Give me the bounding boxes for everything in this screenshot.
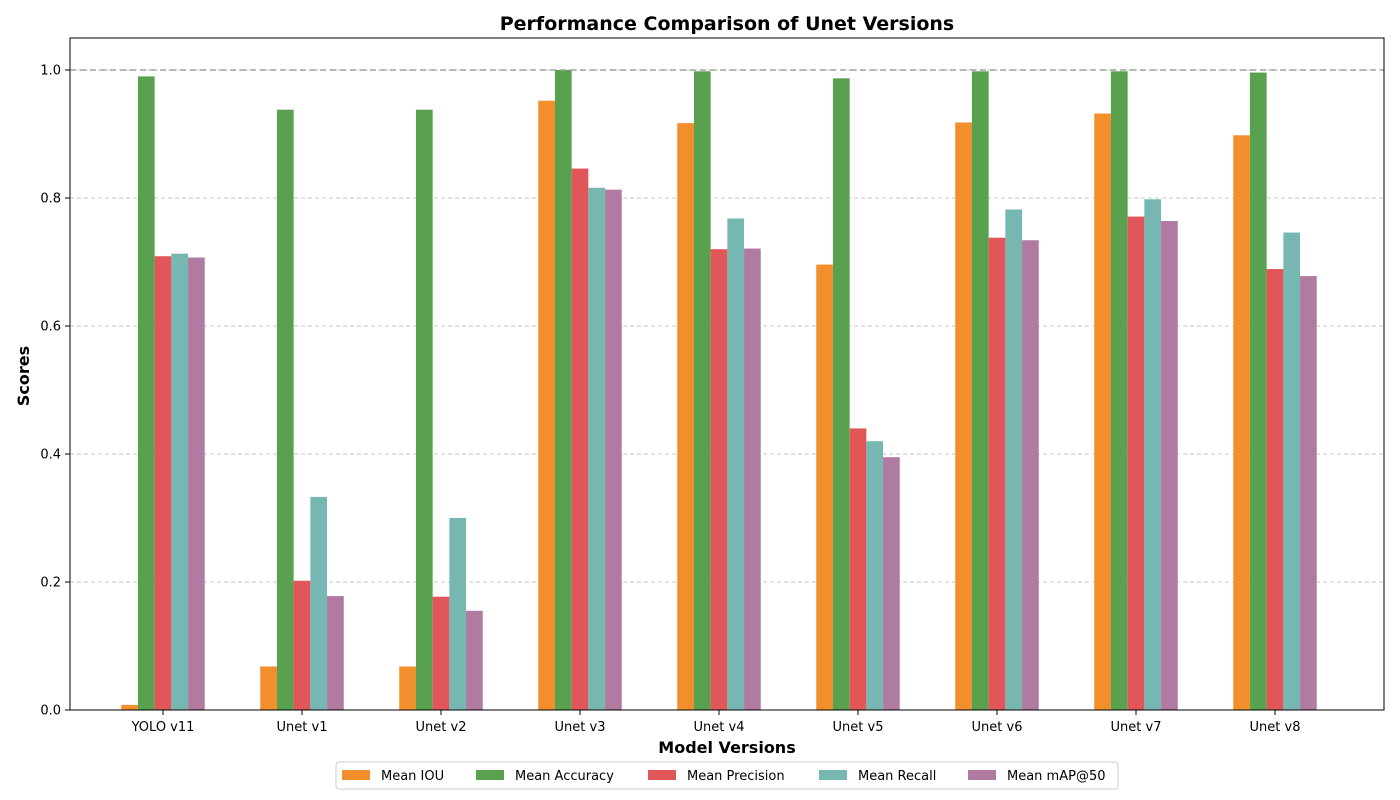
- bar: [327, 596, 344, 710]
- bar: [399, 666, 416, 710]
- x-tick-label: Unet v2: [416, 720, 467, 735]
- bar: [293, 580, 311, 710]
- bar: [971, 71, 989, 710]
- bar: [1300, 276, 1317, 710]
- plot-frame: [69, 37, 1385, 711]
- bar: [849, 428, 867, 710]
- bar: [432, 596, 450, 710]
- bar: [1283, 232, 1301, 710]
- bar: [121, 704, 138, 710]
- x-tick-label: Unet v8: [1250, 720, 1301, 735]
- legend-swatch: [648, 770, 676, 780]
- bar: [866, 441, 884, 710]
- legend-label: Mean Accuracy: [515, 769, 614, 784]
- legend-label: Mean Recall: [858, 769, 936, 784]
- bar: [677, 123, 694, 711]
- legend-item: Mean Accuracy: [476, 769, 614, 784]
- bar: [1022, 240, 1039, 711]
- y-tick-label: 0.4: [40, 448, 61, 463]
- legend-swatch: [968, 770, 996, 780]
- x-tick-label: Unet v1: [277, 720, 328, 735]
- bar: [1127, 216, 1145, 710]
- bar: [1249, 72, 1267, 710]
- x-axis-title: Model Versions: [658, 738, 795, 757]
- y-tick-label: 0.0: [40, 704, 61, 719]
- y-axis-title: Scores: [14, 346, 33, 406]
- bar: [988, 237, 1006, 710]
- legend-item: Mean mAP@50: [968, 769, 1106, 784]
- bar: [710, 249, 728, 710]
- bar: [1266, 269, 1284, 710]
- bar: [1144, 199, 1162, 710]
- bar: [727, 218, 745, 711]
- x-tick-label: Unet v4: [694, 720, 745, 735]
- bar: [260, 666, 277, 710]
- bar: [744, 248, 761, 710]
- legend-swatch: [476, 770, 504, 780]
- bar: [1233, 135, 1250, 710]
- legend-swatch: [819, 770, 847, 780]
- bar: [171, 253, 189, 710]
- x-tick-label: Unet v5: [833, 720, 884, 735]
- bar: [466, 610, 483, 710]
- y-tick-label: 0.2: [40, 576, 61, 591]
- bar: [955, 122, 972, 711]
- x-tick-label: Unet v6: [972, 720, 1023, 735]
- bar: [188, 257, 205, 710]
- y-tick-label: 0.6: [40, 320, 61, 335]
- legend-label: Mean mAP@50: [1007, 769, 1106, 784]
- bar: [571, 168, 589, 710]
- bar: [816, 264, 833, 710]
- bar: [415, 109, 433, 711]
- x-tick-label: YOLO v11: [131, 720, 195, 735]
- legend-box: [335, 761, 1119, 790]
- legend-item: Mean Recall: [819, 769, 936, 784]
- legend-label: Mean Precision: [687, 769, 785, 784]
- bar: [538, 100, 555, 711]
- bar: [1094, 113, 1111, 710]
- bar: [605, 189, 622, 710]
- bar: [554, 70, 572, 710]
- legend-swatch: [342, 770, 370, 780]
- y-tick-label: 0.8: [40, 192, 61, 207]
- bar: [449, 518, 467, 710]
- bar: [1005, 209, 1023, 710]
- bar: [310, 496, 328, 710]
- bar: [154, 256, 172, 710]
- legend-item: Mean IOU: [342, 769, 444, 784]
- bar: [1161, 221, 1178, 711]
- bar: [276, 109, 294, 711]
- x-tick-label: Unet v7: [1111, 720, 1162, 735]
- y-axis: 0.0 0.2 0.4 0.6 0.8 1.0: [40, 64, 70, 719]
- legend-label: Mean IOU: [381, 769, 444, 784]
- chart-title: Performance Comparison of Unet Versions: [500, 13, 955, 35]
- x-axis: YOLO v11 Unet v1 Unet v2 Unet v3 Unet v4 Unet…: [131, 710, 1301, 735]
- bars: [121, 70, 1317, 711]
- x-tick-label: Unet v3: [555, 720, 606, 735]
- bar: [832, 78, 850, 710]
- bar: [137, 76, 155, 710]
- bar: [1110, 71, 1128, 710]
- bar: [883, 457, 900, 710]
- y-tick-label: 1.0: [40, 64, 61, 79]
- legend: Mean IOU Mean Accuracy Mean Precision Mean …: [335, 761, 1119, 790]
- legend-item: Mean Precision: [648, 769, 785, 784]
- bar: [693, 71, 711, 710]
- bar: [588, 187, 606, 710]
